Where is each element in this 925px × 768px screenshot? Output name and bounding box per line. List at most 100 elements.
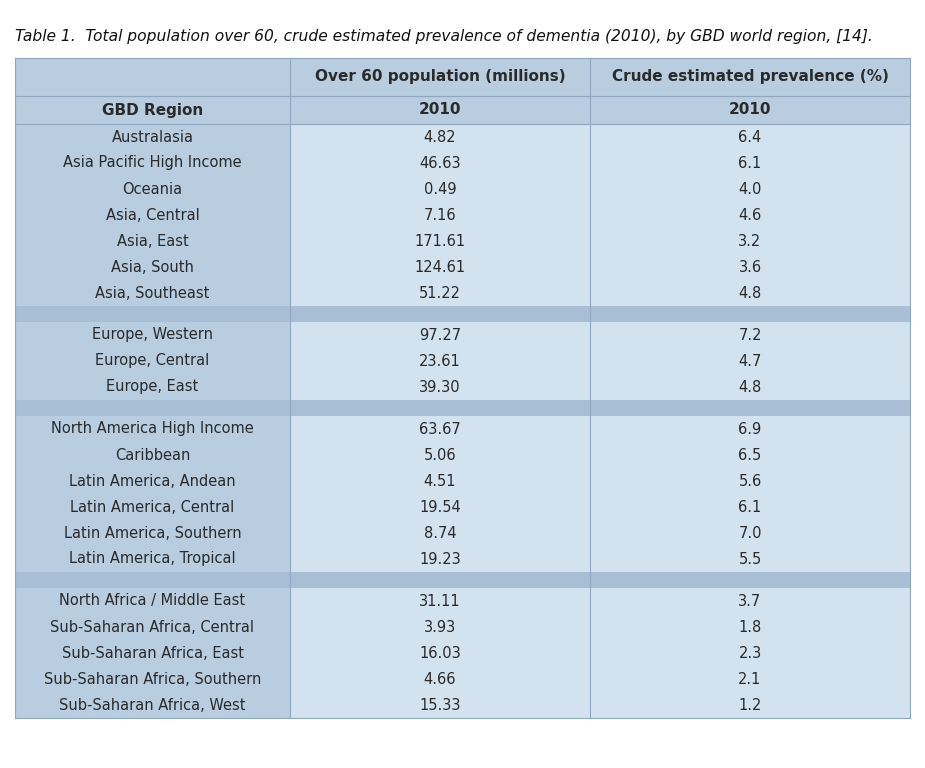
Bar [290, 494, 910, 520]
Text: Asia Pacific High Income: Asia Pacific High Income [63, 155, 241, 170]
Text: Asia, East: Asia, East [117, 233, 189, 249]
Text: 3.2: 3.2 [738, 233, 761, 249]
Text: 4.6: 4.6 [738, 207, 761, 223]
Text: 7.0: 7.0 [738, 525, 762, 541]
Text: Table 1.  Total population over 60, crude estimated prevalence of dementia (2010: Table 1. Total population over 60, crude… [15, 28, 873, 44]
Text: 3.7: 3.7 [738, 594, 761, 608]
Text: 63.67: 63.67 [419, 422, 461, 436]
Text: 3.6: 3.6 [738, 260, 761, 274]
Bar [290, 348, 910, 374]
Text: 6.9: 6.9 [738, 422, 761, 436]
Bar [15, 58, 910, 96]
Text: Europe, Central: Europe, Central [95, 353, 210, 369]
Bar [15, 202, 290, 228]
Text: Latin America, Andean: Latin America, Andean [69, 474, 236, 488]
Text: Sub-Saharan Africa, West: Sub-Saharan Africa, West [59, 697, 246, 713]
Bar [15, 322, 290, 348]
Text: Asia, South: Asia, South [111, 260, 194, 274]
Text: Sub-Saharan Africa, Southern: Sub-Saharan Africa, Southern [43, 671, 261, 687]
Text: 19.54: 19.54 [419, 499, 461, 515]
Text: 15.33: 15.33 [419, 697, 461, 713]
Text: Over 60 population (millions): Over 60 population (millions) [314, 69, 565, 84]
Text: 3.93: 3.93 [424, 620, 456, 634]
Text: 0.49: 0.49 [424, 181, 456, 197]
Text: 2.1: 2.1 [738, 671, 761, 687]
Bar [15, 374, 290, 400]
Bar [290, 176, 910, 202]
Text: 4.82: 4.82 [424, 130, 456, 144]
Bar [290, 254, 910, 280]
Text: 46.63: 46.63 [419, 155, 461, 170]
Bar [15, 692, 290, 718]
Bar [15, 614, 290, 640]
Text: North America High Income: North America High Income [51, 422, 253, 436]
Text: 31.11: 31.11 [419, 594, 461, 608]
Text: 124.61: 124.61 [414, 260, 465, 274]
Bar [290, 588, 910, 614]
Bar [15, 306, 910, 322]
Bar [290, 546, 910, 572]
Text: 5.06: 5.06 [424, 448, 456, 462]
Text: Latin America, Central: Latin America, Central [70, 499, 235, 515]
Text: 19.23: 19.23 [419, 551, 461, 567]
Bar [290, 150, 910, 176]
Bar [290, 692, 910, 718]
Bar [15, 348, 290, 374]
Text: Latin America, Southern: Latin America, Southern [64, 525, 241, 541]
Bar [15, 400, 910, 416]
Text: 6.5: 6.5 [738, 448, 761, 462]
Text: Latin America, Tropical: Latin America, Tropical [69, 551, 236, 567]
Bar [290, 468, 910, 494]
Bar [15, 546, 290, 572]
Bar [15, 442, 290, 468]
Bar [290, 374, 910, 400]
Bar [290, 228, 910, 254]
Bar [15, 572, 910, 588]
Text: 23.61: 23.61 [419, 353, 461, 369]
Text: 171.61: 171.61 [414, 233, 465, 249]
Bar [15, 416, 290, 442]
Text: 97.27: 97.27 [419, 327, 461, 343]
Bar [290, 280, 910, 306]
Text: 7.2: 7.2 [738, 327, 762, 343]
Bar [15, 280, 290, 306]
Text: 4.8: 4.8 [738, 286, 761, 300]
Text: Europe, Western: Europe, Western [92, 327, 213, 343]
Text: 6.1: 6.1 [738, 499, 761, 515]
Text: 4.7: 4.7 [738, 353, 761, 369]
Text: 2.3: 2.3 [738, 645, 761, 660]
Bar [15, 640, 290, 666]
Bar [290, 520, 910, 546]
Text: 1.2: 1.2 [738, 697, 761, 713]
Text: GBD Region: GBD Region [102, 102, 204, 118]
Text: 51.22: 51.22 [419, 286, 461, 300]
Bar [15, 96, 910, 124]
Text: 2010: 2010 [729, 102, 771, 118]
Text: Sub-Saharan Africa, East: Sub-Saharan Africa, East [61, 645, 243, 660]
Text: 39.30: 39.30 [419, 379, 461, 395]
Text: 2010: 2010 [419, 102, 462, 118]
Text: 6.1: 6.1 [738, 155, 761, 170]
Bar [15, 124, 290, 150]
Bar [290, 614, 910, 640]
Bar [15, 666, 290, 692]
Bar [15, 228, 290, 254]
Text: Australasia: Australasia [112, 130, 193, 144]
Text: 7.16: 7.16 [424, 207, 456, 223]
Bar [15, 588, 290, 614]
Text: Crude estimated prevalence (%): Crude estimated prevalence (%) [611, 69, 888, 84]
Bar [290, 416, 910, 442]
Bar [290, 640, 910, 666]
Text: 8.74: 8.74 [424, 525, 456, 541]
Text: 5.5: 5.5 [738, 551, 761, 567]
Bar [290, 202, 910, 228]
Text: 1.8: 1.8 [738, 620, 761, 634]
Text: 16.03: 16.03 [419, 645, 461, 660]
Bar [290, 322, 910, 348]
Bar [290, 666, 910, 692]
Text: 4.8: 4.8 [738, 379, 761, 395]
Bar [15, 494, 290, 520]
Bar [15, 468, 290, 494]
Bar [15, 254, 290, 280]
Text: Oceania: Oceania [122, 181, 182, 197]
